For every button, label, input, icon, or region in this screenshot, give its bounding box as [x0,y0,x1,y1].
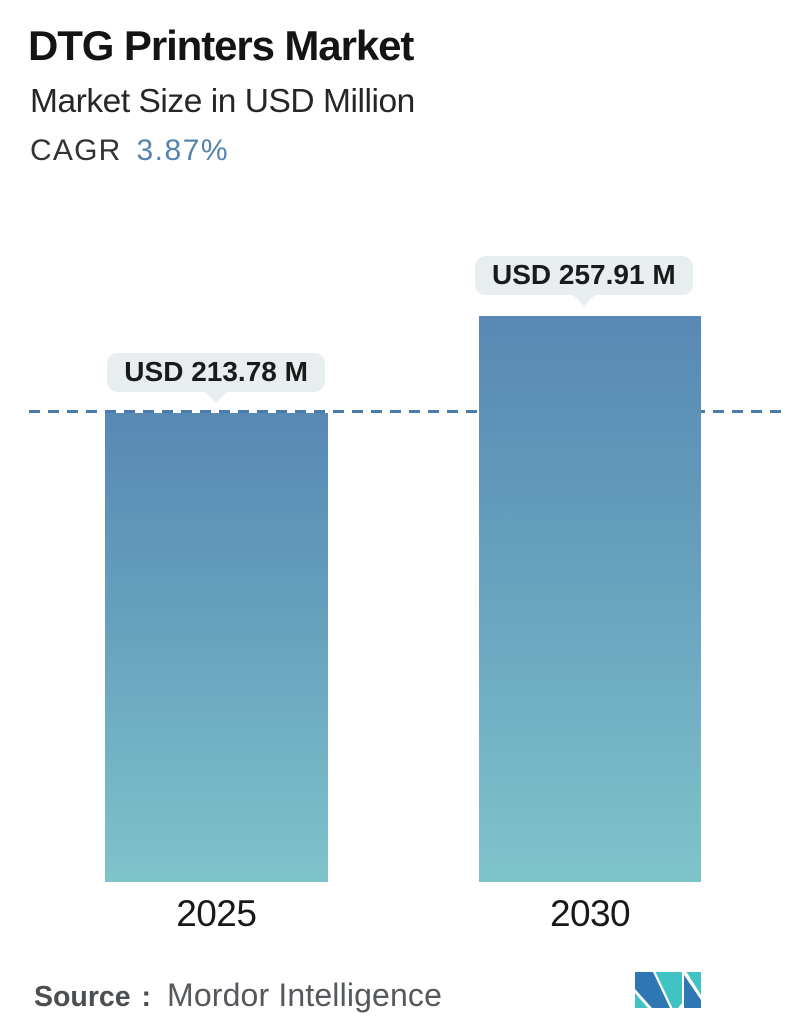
bar-2025 [104,412,329,882]
source-label: Source : [34,980,152,1013]
x-axis-label-2030: 2030 [549,893,631,934]
mordor-intelligence-logo [635,972,701,1008]
cagr-label: CAGR [30,134,122,167]
value-label-pointer-2030 [573,294,595,306]
cagr-value: 3.87% [136,134,230,167]
bar-2030 [479,315,701,882]
chart-subtitle: Market Size in USD Million [30,82,415,120]
baseline-dashed-line [29,410,782,413]
source-value: Mordor Intelligence [167,976,443,1013]
chart-title: DTG Printers Market [28,22,414,69]
value-label-2025: USD 213.78 M [107,352,325,392]
value-label-2030: USD 257.91 M [475,255,693,295]
cagr-line: CAGR 3.87% [30,133,229,169]
value-label-pointer-2025 [205,391,228,403]
x-axis-label-2025: 2025 [176,893,257,934]
source-line: Source : Mordor Intelligence [34,976,442,1016]
